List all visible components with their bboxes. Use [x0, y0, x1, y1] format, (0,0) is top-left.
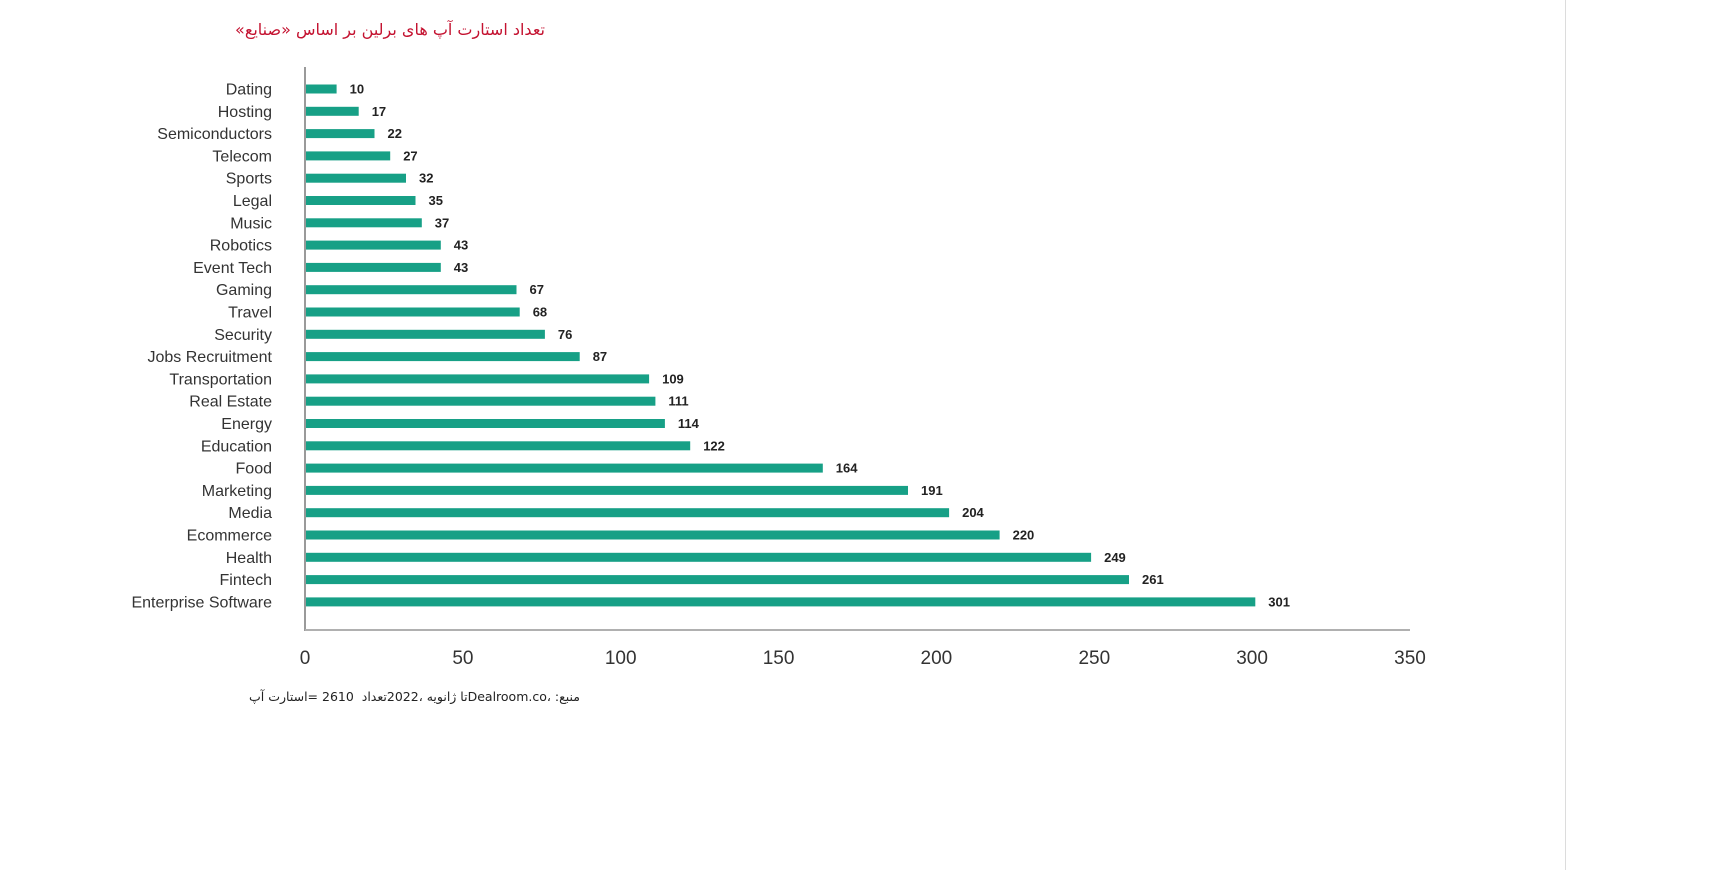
value-label-gaming: 67 — [530, 282, 544, 297]
category-label-fintech: Fintech — [220, 572, 272, 589]
bar-jobs-recruitment — [305, 352, 580, 362]
category-label-security: Security — [214, 327, 272, 344]
y-axis-category-labels: Dating Hosting Semiconductors Telecom Sports… — [131, 82, 272, 612]
value-label-media: 204 — [962, 505, 984, 520]
value-label-marketing: 191 — [921, 483, 943, 498]
value-label-event-tech: 43 — [454, 260, 468, 275]
x-tick-label-100: 100 — [605, 648, 637, 669]
value-label-food: 164 — [836, 461, 858, 476]
category-label-telecom: Telecom — [212, 148, 272, 165]
value-label-semiconductors: 22 — [388, 126, 402, 141]
x-tick-label-150: 150 — [763, 648, 795, 669]
category-label-health: Health — [226, 550, 272, 567]
bar-legal — [305, 196, 416, 205]
category-label-transportation: Transportation — [169, 371, 272, 388]
category-label-semiconductors: Semiconductors — [157, 126, 272, 143]
value-label-fintech: 261 — [1142, 572, 1164, 587]
category-label-sports: Sports — [226, 171, 272, 188]
chart-title: تعداد استارت آپ های برلین بر اساس «صنایع… — [235, 20, 545, 39]
x-tick-label-0: 0 — [300, 648, 311, 669]
bar-fintech — [305, 575, 1129, 585]
x-tick-label-350: 350 — [1394, 648, 1426, 669]
bar-semiconductors — [305, 129, 375, 139]
category-label-food: Food — [236, 461, 272, 478]
bar-event-tech — [305, 262, 441, 272]
bar-dating — [305, 84, 337, 94]
value-label-transportation: 109 — [662, 371, 684, 386]
value-label-telecom: 27 — [403, 148, 417, 163]
bars — [305, 84, 1256, 607]
bar-transportation — [305, 374, 650, 384]
category-label-robotics: Robotics — [210, 238, 272, 255]
value-label-travel: 68 — [533, 305, 547, 320]
value-label-energy: 114 — [678, 416, 700, 431]
value-label-robotics: 43 — [454, 238, 468, 253]
category-label-legal: Legal — [233, 193, 272, 210]
value-label-music: 37 — [435, 215, 449, 230]
value-label-sports: 32 — [419, 171, 433, 186]
bar-ecommerce — [305, 530, 1000, 540]
x-tick-label-50: 50 — [452, 648, 473, 669]
bar-gaming — [305, 285, 517, 295]
category-label-education: Education — [201, 438, 272, 455]
x-axis-tick-labels: 0 50 100 150 200 250 300 350 — [300, 648, 1426, 669]
bar-security — [305, 329, 545, 339]
x-tick-label-250: 250 — [1078, 648, 1110, 669]
category-label-ecommerce: Ecommerce — [187, 528, 272, 545]
bar-health — [305, 552, 1092, 562]
bar-marketing — [305, 485, 908, 495]
value-label-jobs-recruitment: 87 — [593, 349, 607, 364]
bar-enterprise-software — [305, 597, 1256, 607]
bar-telecom — [305, 151, 391, 161]
category-label-music: Music — [230, 215, 272, 232]
category-label-marketing: Marketing — [202, 483, 272, 500]
bar-real-estate — [305, 396, 656, 406]
bar-hosting — [305, 106, 359, 116]
category-label-media: Media — [228, 505, 272, 522]
x-tick-label-300: 300 — [1236, 648, 1268, 669]
bar-education — [305, 441, 691, 451]
value-label-enterprise-software: 301 — [1268, 594, 1290, 609]
value-label-health: 249 — [1104, 550, 1126, 565]
category-label-dating: Dating — [226, 82, 272, 99]
category-label-gaming: Gaming — [216, 282, 272, 299]
value-label-security: 76 — [558, 327, 572, 342]
page-edge-line — [1565, 0, 1566, 870]
category-label-travel: Travel — [228, 305, 272, 322]
bar-energy — [305, 419, 665, 428]
value-label-dating: 10 — [350, 82, 364, 97]
value-label-hosting: 17 — [372, 104, 386, 119]
category-label-energy: Energy — [221, 416, 272, 433]
x-tick-label-200: 200 — [921, 648, 953, 669]
source-note: منبع: ،Dealroom.coتا ژانویه ،2022تعداد 2… — [249, 689, 580, 704]
value-label-education: 122 — [703, 438, 725, 453]
bar-media — [305, 508, 950, 518]
category-label-hosting: Hosting — [218, 104, 272, 121]
category-label-jobs-recruitment: Jobs Recruitment — [148, 349, 273, 366]
category-label-real-estate: Real Estate — [189, 394, 272, 411]
bar-robotics — [305, 240, 441, 250]
bar-food — [305, 463, 823, 473]
bar-music — [305, 218, 422, 228]
value-label-real-estate: 111 — [668, 394, 688, 409]
category-label-event-tech: Event Tech — [193, 260, 272, 277]
bar-travel — [305, 307, 520, 317]
bar-sports — [305, 173, 406, 183]
value-label-legal: 35 — [429, 193, 443, 208]
value-label-ecommerce: 220 — [1013, 528, 1035, 543]
category-label-enterprise-software: Enterprise Software — [131, 594, 272, 611]
